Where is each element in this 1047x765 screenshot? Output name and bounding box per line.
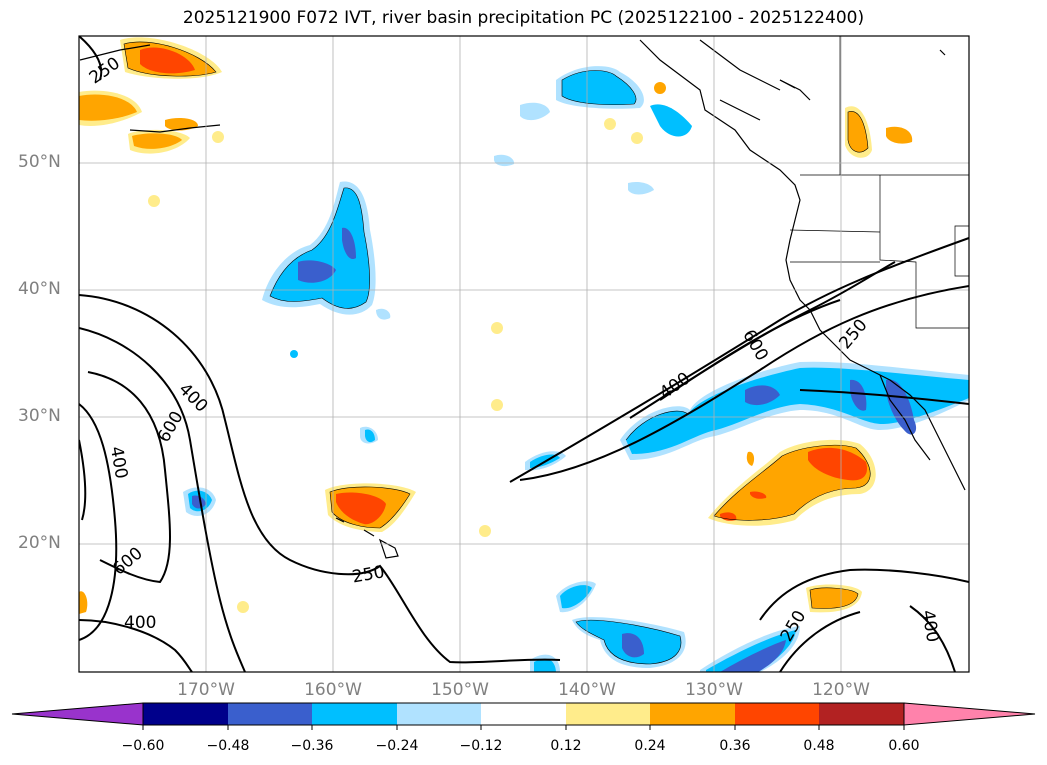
precip-outline-layer [123, 41, 871, 665]
colorbar-swatch [650, 703, 735, 725]
map-title: 2025121900 F072 IVT, river basin precipi… [182, 8, 865, 28]
colorbar-swatch [819, 703, 904, 725]
colorbar-swatch [735, 703, 819, 725]
lat-label: 20°N [18, 533, 61, 553]
precip-fill-layer [79, 37, 969, 672]
ivt-contour-layer [79, 36, 969, 672]
contour-label: 400 [917, 609, 942, 644]
contour-label: 250 [351, 562, 386, 587]
lat-label: 40°N [18, 279, 61, 299]
contour-label: 400 [124, 613, 156, 633]
contour-label: 250 [86, 53, 124, 88]
map-plot-area: 250 400 600 400 600 400 600 400 250 250 … [79, 36, 969, 672]
lon-label: 150°W [431, 680, 489, 700]
colorbar-tick-label: 0.60 [888, 738, 920, 754]
colorbar-tick-label: −0.48 [206, 738, 250, 754]
lon-label: 160°W [304, 680, 362, 700]
lon-label: 170°W [177, 680, 235, 700]
colorbar-tick-label: −0.36 [290, 738, 334, 754]
colorbar-swatch [481, 703, 566, 725]
colorbar-tick-label: 0.48 [803, 738, 835, 754]
colorbar-swatch [228, 703, 312, 725]
colorbar-tick-label: −0.12 [459, 738, 503, 754]
lat-label: 50°N [18, 152, 61, 172]
colorbar-swatch [397, 703, 481, 725]
colorbar [11, 702, 1036, 730]
colorbar-tick-label: 0.36 [719, 738, 751, 754]
colorbar-tick-label: −0.60 [121, 738, 165, 754]
lon-label: 120°W [812, 680, 870, 700]
gridlines [79, 36, 969, 672]
lon-label: 130°W [685, 680, 743, 700]
colorbar-extend-max [903, 702, 1036, 726]
coastline-layer [79, 39, 966, 559]
colorbar-swatch [312, 703, 397, 725]
colorbar-tick-label: −0.24 [375, 738, 419, 754]
colorbar-swatch [143, 703, 228, 725]
lat-label: 30°N [18, 406, 61, 426]
map-frame [78, 35, 970, 673]
colorbar-extend-min [11, 702, 144, 726]
border-layer [789, 36, 969, 329]
colorbar-tick-label: 0.12 [550, 738, 582, 754]
lon-label: 140°W [558, 680, 616, 700]
colorbar-tick-label: 0.24 [634, 738, 666, 754]
contour-label-layer: 250 400 600 400 600 400 600 400 250 250 … [86, 53, 943, 645]
colorbar-swatch [566, 703, 650, 725]
